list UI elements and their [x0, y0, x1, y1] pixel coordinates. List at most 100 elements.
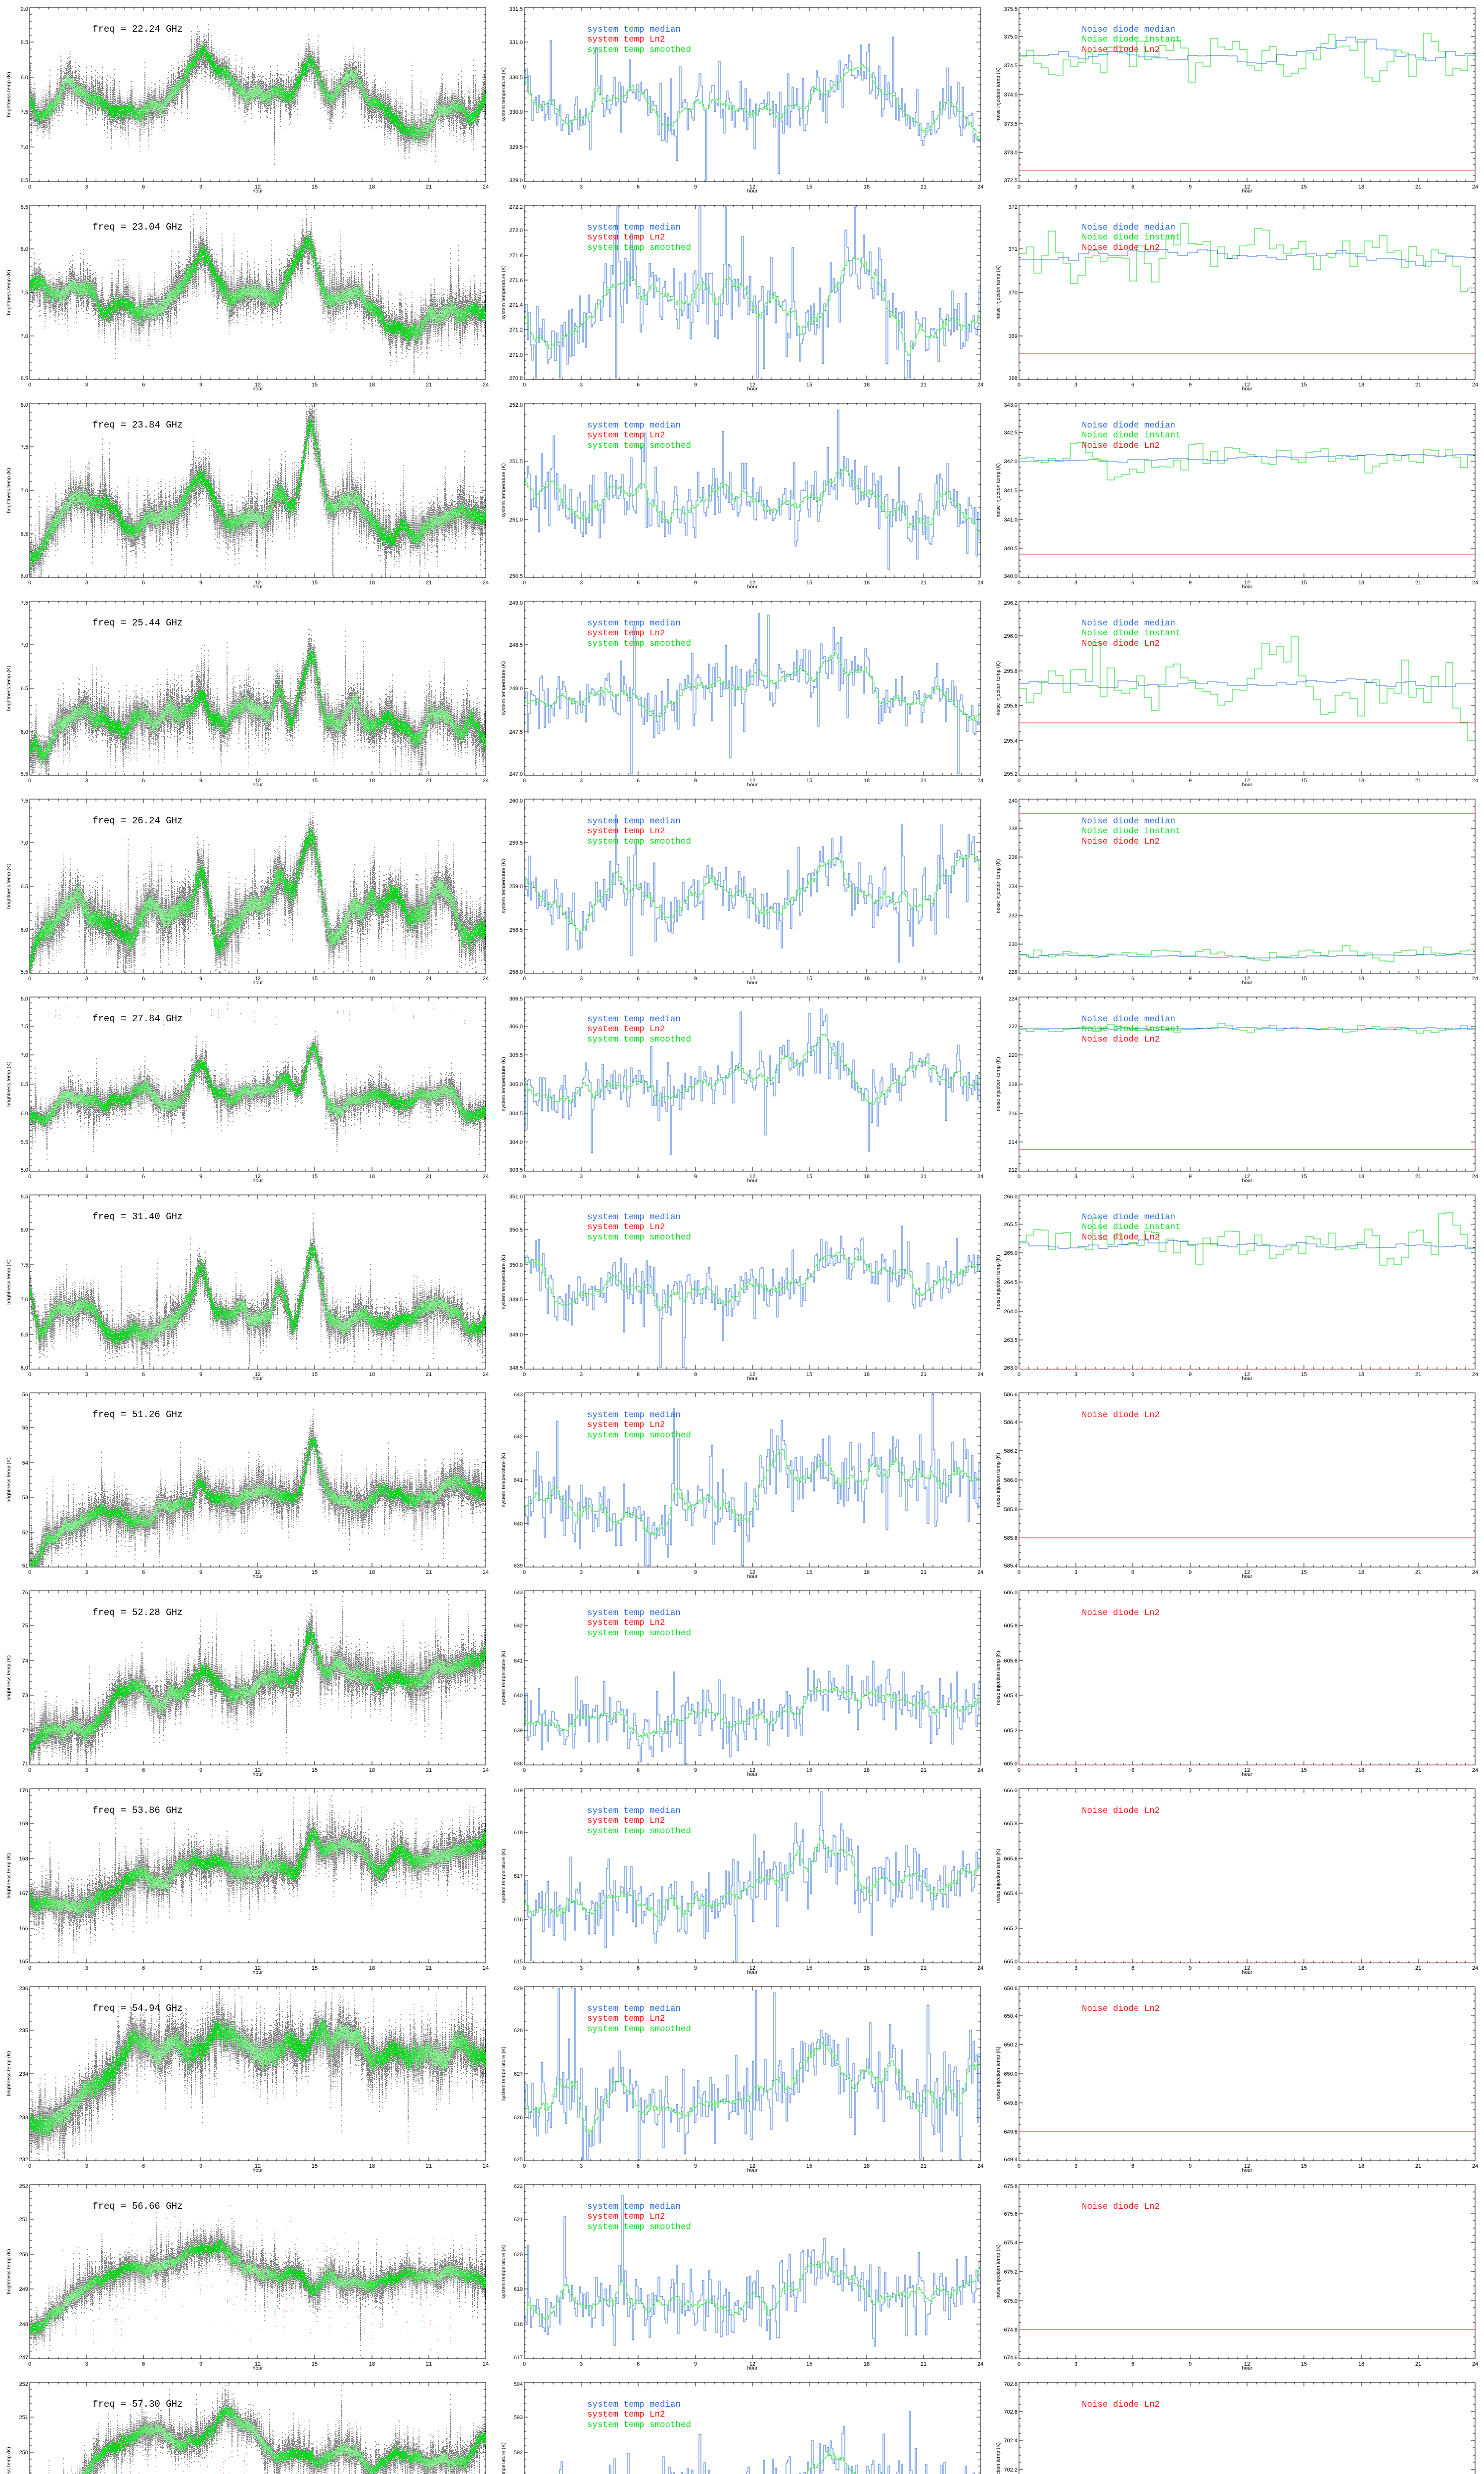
- svg-text:265.5: 265.5: [1004, 1222, 1018, 1228]
- svg-text:freq = 27.84 GHz: freq = 27.84 GHz: [93, 1013, 183, 1024]
- svg-text:259.0: 259.0: [509, 884, 523, 890]
- svg-text:264.0: 264.0: [1004, 1309, 1018, 1315]
- svg-text:641: 641: [514, 1658, 523, 1664]
- svg-text:9: 9: [1189, 2361, 1192, 2367]
- svg-text:15: 15: [312, 1570, 318, 1575]
- svg-text:665.8: 665.8: [1004, 1821, 1018, 1827]
- svg-text:260.0: 260.0: [509, 798, 523, 804]
- svg-text:24: 24: [1472, 1570, 1478, 1575]
- svg-text:24: 24: [977, 1767, 983, 1773]
- svg-text:306.5: 306.5: [509, 996, 523, 1002]
- svg-text:9: 9: [1189, 1372, 1192, 1378]
- svg-text:15: 15: [1301, 382, 1307, 388]
- svg-text:0: 0: [523, 1174, 526, 1180]
- svg-text:15: 15: [1301, 1372, 1307, 1378]
- svg-text:6: 6: [142, 382, 145, 388]
- svg-text:9: 9: [1189, 580, 1192, 586]
- svg-text:freq = 54.94 GHz: freq = 54.94 GHz: [93, 2003, 183, 2014]
- svg-text:605.0: 605.0: [1004, 1761, 1018, 1767]
- svg-text:0: 0: [28, 1174, 31, 1180]
- svg-text:21: 21: [426, 976, 432, 982]
- svg-text:15: 15: [806, 2361, 812, 2367]
- svg-text:54: 54: [22, 1460, 28, 1466]
- svg-text:6: 6: [1131, 2361, 1134, 2367]
- svg-text:system temp Ln2: system temp Ln2: [587, 233, 665, 242]
- svg-text:15: 15: [312, 1965, 318, 1971]
- svg-text:6: 6: [142, 184, 145, 190]
- svg-text:0: 0: [28, 382, 31, 388]
- svg-text:21: 21: [426, 1965, 432, 1971]
- svg-text:15: 15: [312, 1767, 318, 1773]
- svg-text:3: 3: [85, 778, 88, 784]
- svg-text:263.5: 263.5: [1004, 1337, 1018, 1343]
- svg-text:620: 620: [514, 2252, 523, 2258]
- svg-text:266.0: 266.0: [1004, 1194, 1018, 1200]
- svg-text:hour: hour: [747, 1178, 758, 1184]
- svg-text:247.0: 247.0: [509, 771, 523, 777]
- svg-text:650.4: 650.4: [1004, 2013, 1018, 2019]
- svg-text:hour: hour: [747, 2167, 758, 2173]
- svg-text:9: 9: [199, 976, 202, 982]
- svg-text:24: 24: [977, 1965, 983, 1971]
- svg-text:24: 24: [1472, 778, 1478, 784]
- svg-text:9: 9: [199, 1767, 202, 1773]
- svg-text:21: 21: [921, 184, 927, 190]
- svg-text:system temp median: system temp median: [587, 1806, 681, 1816]
- svg-text:0: 0: [1018, 184, 1020, 190]
- svg-text:369: 369: [1009, 333, 1018, 339]
- svg-text:Noise diode Ln2: Noise diode Ln2: [1082, 837, 1160, 847]
- svg-text:system temperature (K): system temperature (K): [501, 1453, 507, 1507]
- svg-text:235: 235: [19, 2028, 28, 2034]
- svg-text:hour: hour: [747, 2365, 758, 2371]
- svg-text:6.0: 6.0: [21, 729, 28, 735]
- svg-text:9: 9: [199, 2163, 202, 2169]
- svg-text:586.6: 586.6: [1004, 1392, 1018, 1398]
- svg-text:650.6: 650.6: [1004, 1986, 1018, 1992]
- svg-text:9: 9: [694, 382, 697, 388]
- svg-text:12: 12: [749, 2163, 755, 2169]
- svg-text:15: 15: [1301, 184, 1307, 190]
- svg-text:system temp smoothed: system temp smoothed: [587, 1628, 691, 1638]
- svg-text:7.5: 7.5: [21, 1262, 28, 1268]
- svg-text:272.2: 272.2: [509, 204, 523, 210]
- svg-text:639: 639: [514, 1563, 523, 1569]
- svg-text:3: 3: [1074, 2361, 1077, 2367]
- svg-text:234: 234: [1009, 884, 1018, 890]
- svg-text:6.0: 6.0: [21, 1111, 28, 1117]
- svg-text:freq = 25.44 GHz: freq = 25.44 GHz: [93, 618, 183, 628]
- svg-text:12: 12: [255, 1965, 261, 1971]
- svg-text:3: 3: [580, 1965, 583, 1971]
- svg-text:21: 21: [426, 1372, 432, 1378]
- svg-text:52: 52: [22, 1530, 28, 1536]
- svg-text:12: 12: [749, 1767, 755, 1773]
- svg-text:21: 21: [1415, 1570, 1421, 1575]
- svg-text:0: 0: [28, 2361, 31, 2367]
- svg-text:hour: hour: [252, 1573, 263, 1579]
- svg-text:18: 18: [864, 1570, 870, 1575]
- svg-text:24: 24: [977, 382, 983, 388]
- svg-text:330.5: 330.5: [509, 75, 523, 81]
- svg-text:system temp smoothed: system temp smoothed: [587, 2024, 691, 2034]
- svg-text:system temperature (K): system temperature (K): [501, 1255, 507, 1309]
- svg-text:3: 3: [1074, 580, 1077, 586]
- svg-text:3: 3: [1074, 1767, 1077, 1773]
- svg-text:6: 6: [142, 1767, 145, 1773]
- svg-text:hour: hour: [252, 386, 263, 392]
- svg-text:6.0: 6.0: [21, 573, 28, 579]
- svg-text:251: 251: [19, 2415, 28, 2421]
- svg-text:271.4: 271.4: [509, 302, 523, 308]
- svg-text:665.0: 665.0: [1004, 1959, 1018, 1965]
- svg-text:593: 593: [514, 2415, 523, 2421]
- svg-text:9: 9: [694, 1372, 697, 1378]
- svg-text:7.5: 7.5: [21, 290, 28, 296]
- svg-text:12: 12: [255, 184, 261, 190]
- svg-text:249.0: 249.0: [509, 600, 523, 606]
- svg-text:system temperature (K): system temperature (K): [501, 463, 507, 518]
- svg-text:18: 18: [1358, 778, 1364, 784]
- svg-text:170: 170: [19, 1788, 28, 1794]
- svg-text:12: 12: [1244, 184, 1250, 190]
- svg-text:hour: hour: [1242, 2365, 1252, 2371]
- svg-text:Noise diode instant: Noise diode instant: [1082, 826, 1181, 836]
- svg-text:586.2: 586.2: [1004, 1448, 1018, 1454]
- svg-text:250.5: 250.5: [509, 573, 523, 579]
